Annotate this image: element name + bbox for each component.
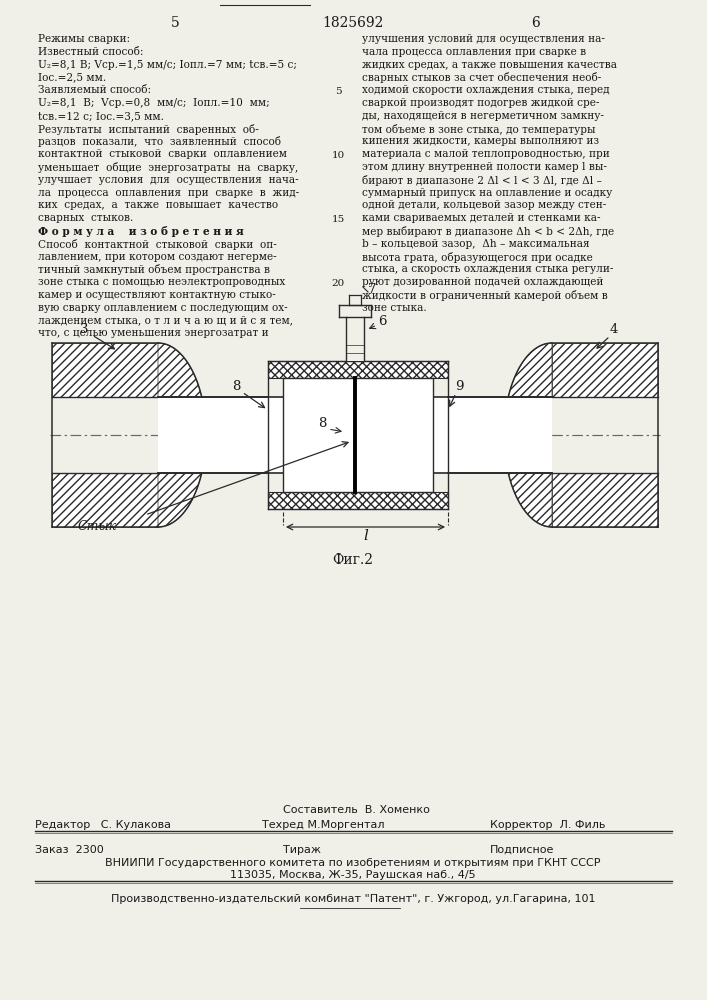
Text: улучшения условий для осуществления на-: улучшения условий для осуществления на- bbox=[362, 34, 605, 44]
Text: одной детали, кольцевой зазор между стен-: одной детали, кольцевой зазор между стен… bbox=[362, 200, 606, 210]
Text: чала процесса оплавления при сварке в: чала процесса оплавления при сварке в bbox=[362, 47, 586, 57]
Text: материала с малой теплопроводностью, при: материала с малой теплопроводностью, при bbox=[362, 149, 609, 159]
Text: 15: 15 bbox=[332, 215, 344, 224]
Text: жидких средах, а также повышения качества: жидких средах, а также повышения качеств… bbox=[362, 60, 617, 70]
Text: Заявляемый способ:: Заявляемый способ: bbox=[38, 85, 151, 95]
Text: высота грата, образующегося при осадке: высота грата, образующегося при осадке bbox=[362, 252, 592, 263]
Text: том объеме в зоне стыка, до температуры: том объеме в зоне стыка, до температуры bbox=[362, 124, 595, 135]
Text: 5: 5 bbox=[170, 16, 180, 30]
Text: 6: 6 bbox=[378, 315, 387, 328]
Text: Способ  контактной  стыковой  сварки  оп-: Способ контактной стыковой сварки оп- bbox=[38, 239, 276, 250]
Text: Фиг.2: Фиг.2 bbox=[332, 553, 373, 567]
Text: контактной  стыковой  сварки  оплавлением: контактной стыковой сварки оплавлением bbox=[38, 149, 287, 159]
Bar bbox=[283, 378, 433, 492]
Text: Корректор  Л. Филь: Корректор Л. Филь bbox=[490, 820, 605, 830]
Text: 7: 7 bbox=[368, 283, 377, 296]
Text: b – кольцевой зазор,  Δh – максимальная: b – кольцевой зазор, Δh – максимальная bbox=[362, 239, 590, 249]
Text: лаждением стыка, о т л и ч а ю щ и й с я тем,: лаждением стыка, о т л и ч а ю щ и й с я… bbox=[38, 316, 293, 326]
Text: зоне стыка.: зоне стыка. bbox=[362, 303, 427, 313]
Bar bbox=[268, 361, 448, 378]
Text: ких  средах,  а  также  повышает  качество: ких средах, а также повышает качество bbox=[38, 200, 278, 210]
Text: вую сварку оплавлением с последующим ох-: вую сварку оплавлением с последующим ох- bbox=[38, 303, 288, 313]
Bar bbox=[346, 317, 364, 361]
Text: Стык: Стык bbox=[78, 520, 117, 533]
Polygon shape bbox=[508, 473, 552, 527]
Text: ды, находящейся в негерметичном замкну-: ды, находящейся в негерметичном замкну- bbox=[362, 111, 604, 121]
Text: Заказ  2300: Заказ 2300 bbox=[35, 845, 104, 855]
Text: этом длину внутренней полости камер l вы-: этом длину внутренней полости камер l вы… bbox=[362, 162, 607, 172]
Text: сварных стыков за счет обеспечения необ-: сварных стыков за счет обеспечения необ- bbox=[362, 72, 601, 83]
Text: стыка, а скорость охлаждения стыка регули-: стыка, а скорость охлаждения стыка регул… bbox=[362, 264, 614, 274]
Text: бирают в диапазоне 2 Δl < l < 3 Δl, где Δl –: бирают в диапазоне 2 Δl < l < 3 Δl, где … bbox=[362, 175, 602, 186]
Text: Ф о р м у л а    и з о б р е т е н и я: Ф о р м у л а и з о б р е т е н и я bbox=[38, 226, 244, 237]
Text: уменьшает  общие  энергозатраты  на  сварку,: уменьшает общие энергозатраты на сварку, bbox=[38, 162, 298, 173]
Text: тичный замкнутый объем пространства в: тичный замкнутый объем пространства в bbox=[38, 264, 270, 275]
Text: суммарный припуск на оплавление и осадку: суммарный припуск на оплавление и осадку bbox=[362, 188, 612, 198]
Text: жидкости в ограниченный камерой объем в: жидкости в ограниченный камерой объем в bbox=[362, 290, 608, 301]
Text: сваркой производят подогрев жидкой сре-: сваркой производят подогрев жидкой сре- bbox=[362, 98, 600, 108]
Text: ла  процесса  оплавления  при  сварке  в  жид-: ла процесса оплавления при сварке в жид- bbox=[38, 188, 299, 198]
Text: 1825692: 1825692 bbox=[322, 16, 384, 30]
Text: Составитель  В. Хоменко: Составитель В. Хоменко bbox=[283, 805, 430, 815]
Text: 6: 6 bbox=[531, 16, 539, 30]
Text: 4: 4 bbox=[610, 323, 619, 336]
Polygon shape bbox=[552, 343, 658, 397]
Text: 3: 3 bbox=[80, 323, 88, 336]
Bar bbox=[268, 492, 448, 509]
Text: 8: 8 bbox=[318, 417, 327, 430]
Text: Iос.=2,5 мм.: Iос.=2,5 мм. bbox=[38, 72, 106, 82]
Text: Тираж: Тираж bbox=[283, 845, 321, 855]
Polygon shape bbox=[508, 343, 552, 397]
Text: Производственно-издательский комбинат "Патент", г. Ужгород, ул.Гагарина, 101: Производственно-издательский комбинат "П… bbox=[111, 894, 595, 904]
Text: Подписное: Подписное bbox=[490, 845, 554, 855]
Text: 10: 10 bbox=[332, 151, 344, 160]
Text: Редактор   С. Кулакова: Редактор С. Кулакова bbox=[35, 820, 171, 830]
Polygon shape bbox=[52, 343, 158, 397]
Text: мер выбирают в диапазоне Δh < b < 2Δh, где: мер выбирают в диапазоне Δh < b < 2Δh, г… bbox=[362, 226, 614, 237]
Text: U₂=8,1 В; Vср.=1,5 мм/с; Iопл.=7 мм; tсв.=5 с;: U₂=8,1 В; Vср.=1,5 мм/с; Iопл.=7 мм; tсв… bbox=[38, 60, 297, 70]
Text: зоне стыка с помощью неэлектропроводных: зоне стыка с помощью неэлектропроводных bbox=[38, 277, 285, 287]
Text: Техред М.Моргентал: Техред М.Моргентал bbox=[262, 820, 385, 830]
Text: 20: 20 bbox=[332, 279, 344, 288]
Text: лавлением, при котором создают негерме-: лавлением, при котором создают негерме- bbox=[38, 252, 276, 262]
Text: Известный способ:: Известный способ: bbox=[38, 47, 144, 57]
Text: ходимой скорости охлаждения стыка, перед: ходимой скорости охлаждения стыка, перед bbox=[362, 85, 609, 95]
Text: 113035, Москва, Ж-35, Раушская наб., 4/5: 113035, Москва, Ж-35, Раушская наб., 4/5 bbox=[230, 870, 476, 880]
Text: что, с целью уменьшения энергозатрат и: что, с целью уменьшения энергозатрат и bbox=[38, 328, 269, 338]
Polygon shape bbox=[552, 473, 658, 527]
Text: ВНИИПИ Государственного комитета по изобретениям и открытиям при ГКНТ СССР: ВНИИПИ Государственного комитета по изоб… bbox=[105, 858, 601, 868]
Text: Режимы сварки:: Режимы сварки: bbox=[38, 34, 130, 44]
Text: l: l bbox=[363, 529, 368, 543]
Text: 8: 8 bbox=[232, 380, 240, 393]
Text: Результаты  испытаний  сваренных  об-: Результаты испытаний сваренных об- bbox=[38, 124, 259, 135]
Text: tсв.=12 с; Iос.=3,5 мм.: tсв.=12 с; Iос.=3,5 мм. bbox=[38, 111, 164, 121]
Text: сварных  стыков.: сварных стыков. bbox=[38, 213, 134, 223]
Polygon shape bbox=[158, 473, 201, 527]
Text: кипения жидкости, камеры выполняют из: кипения жидкости, камеры выполняют из bbox=[362, 136, 599, 146]
Text: руют дозированной подачей охлаждающей: руют дозированной подачей охлаждающей bbox=[362, 277, 603, 287]
Text: 5: 5 bbox=[334, 87, 341, 96]
Polygon shape bbox=[52, 473, 158, 527]
Text: U₂=8,1  В;  Vср.=0,8  мм/с;  Iопл.=10  мм;: U₂=8,1 В; Vср.=0,8 мм/с; Iопл.=10 мм; bbox=[38, 98, 269, 108]
Text: 9: 9 bbox=[455, 380, 464, 393]
Text: камер и осуществляют контактную стыко-: камер и осуществляют контактную стыко- bbox=[38, 290, 276, 300]
Text: ками свариваемых деталей и стенками ка-: ками свариваемых деталей и стенками ка- bbox=[362, 213, 600, 223]
Text: улучшает  условия  для  осуществления  нача-: улучшает условия для осуществления нача- bbox=[38, 175, 298, 185]
Polygon shape bbox=[158, 343, 201, 397]
Text: разцов  показали,  что  заявленный  способ: разцов показали, что заявленный способ bbox=[38, 136, 281, 147]
Bar bbox=[158, 397, 552, 473]
